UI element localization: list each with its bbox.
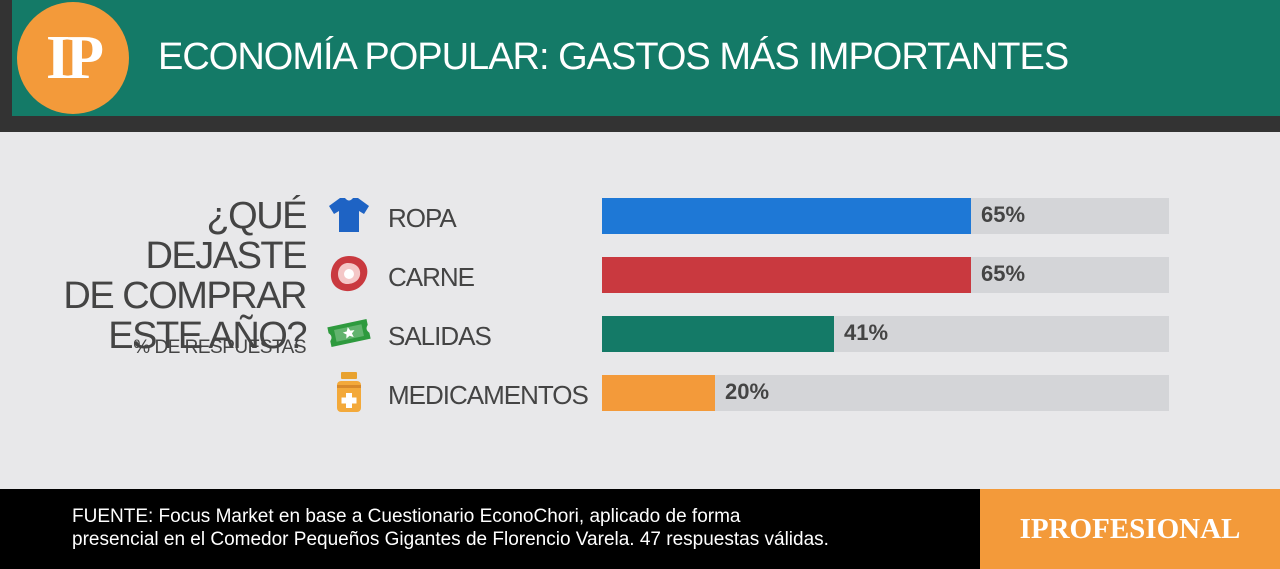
bar-ropa [602,198,971,234]
ip-logo: IP [17,2,129,114]
category-label-ropa: ROPA [388,203,457,233]
category-label-salidas: SALIDAS [388,321,492,351]
source-line-2: presencial en el Comedor Pequeños Gigant… [72,529,829,550]
source-line-1: FUENTE: Focus Market en base a Cuestiona… [72,506,741,527]
question-subtitle: % DE RESPUESTAS [133,337,306,358]
header-bar: IP ECONOMÍA POPULAR: GASTOS MÁS IMPORTAN… [0,0,1280,132]
source-note: FUENTE: Focus Market en base a Cuestiona… [72,505,972,551]
question-heading: ¿QUÉ DEJASTE DE COMPRAR ESTE AÑO? [60,195,307,357]
value-label-salidas: 41% [844,320,889,345]
bar-track-salidas: 41% [602,316,1169,352]
chart-title: ECONOMÍA POPULAR: GASTOS MÁS IMPORTANTES [158,36,1069,78]
bar-medicamentos [602,375,715,411]
question-line-1: ¿QUÉ DEJASTE [145,195,307,277]
ticket-icon [327,319,371,347]
bar-track-ropa: 65% [602,198,1169,234]
value-label-ropa: 65% [981,202,1026,227]
source-footer: FUENTE: Focus Market en base a Cuestiona… [0,489,980,569]
header-title-band [12,0,1280,116]
value-label-carne: 65% [981,261,1026,286]
brand-badge: IPROFESIONAL [980,489,1280,569]
bar-carne [602,257,971,293]
bar-salidas [602,316,834,352]
question-line-2: DE COMPRAR [63,275,307,317]
value-label-medicamentos: 20% [725,379,770,404]
question-line-3: ESTE AÑO? [108,315,307,357]
bar-track-carne: 65% [602,257,1169,293]
meat-icon [330,256,368,292]
shirt-icon [329,198,369,232]
category-label-carne: CARNE [388,262,475,292]
medicine-bottle-icon [337,372,361,412]
bar-track-medicamentos: 20% [602,375,1169,411]
category-label-medicamentos: MEDICAMENTOS [388,380,589,410]
